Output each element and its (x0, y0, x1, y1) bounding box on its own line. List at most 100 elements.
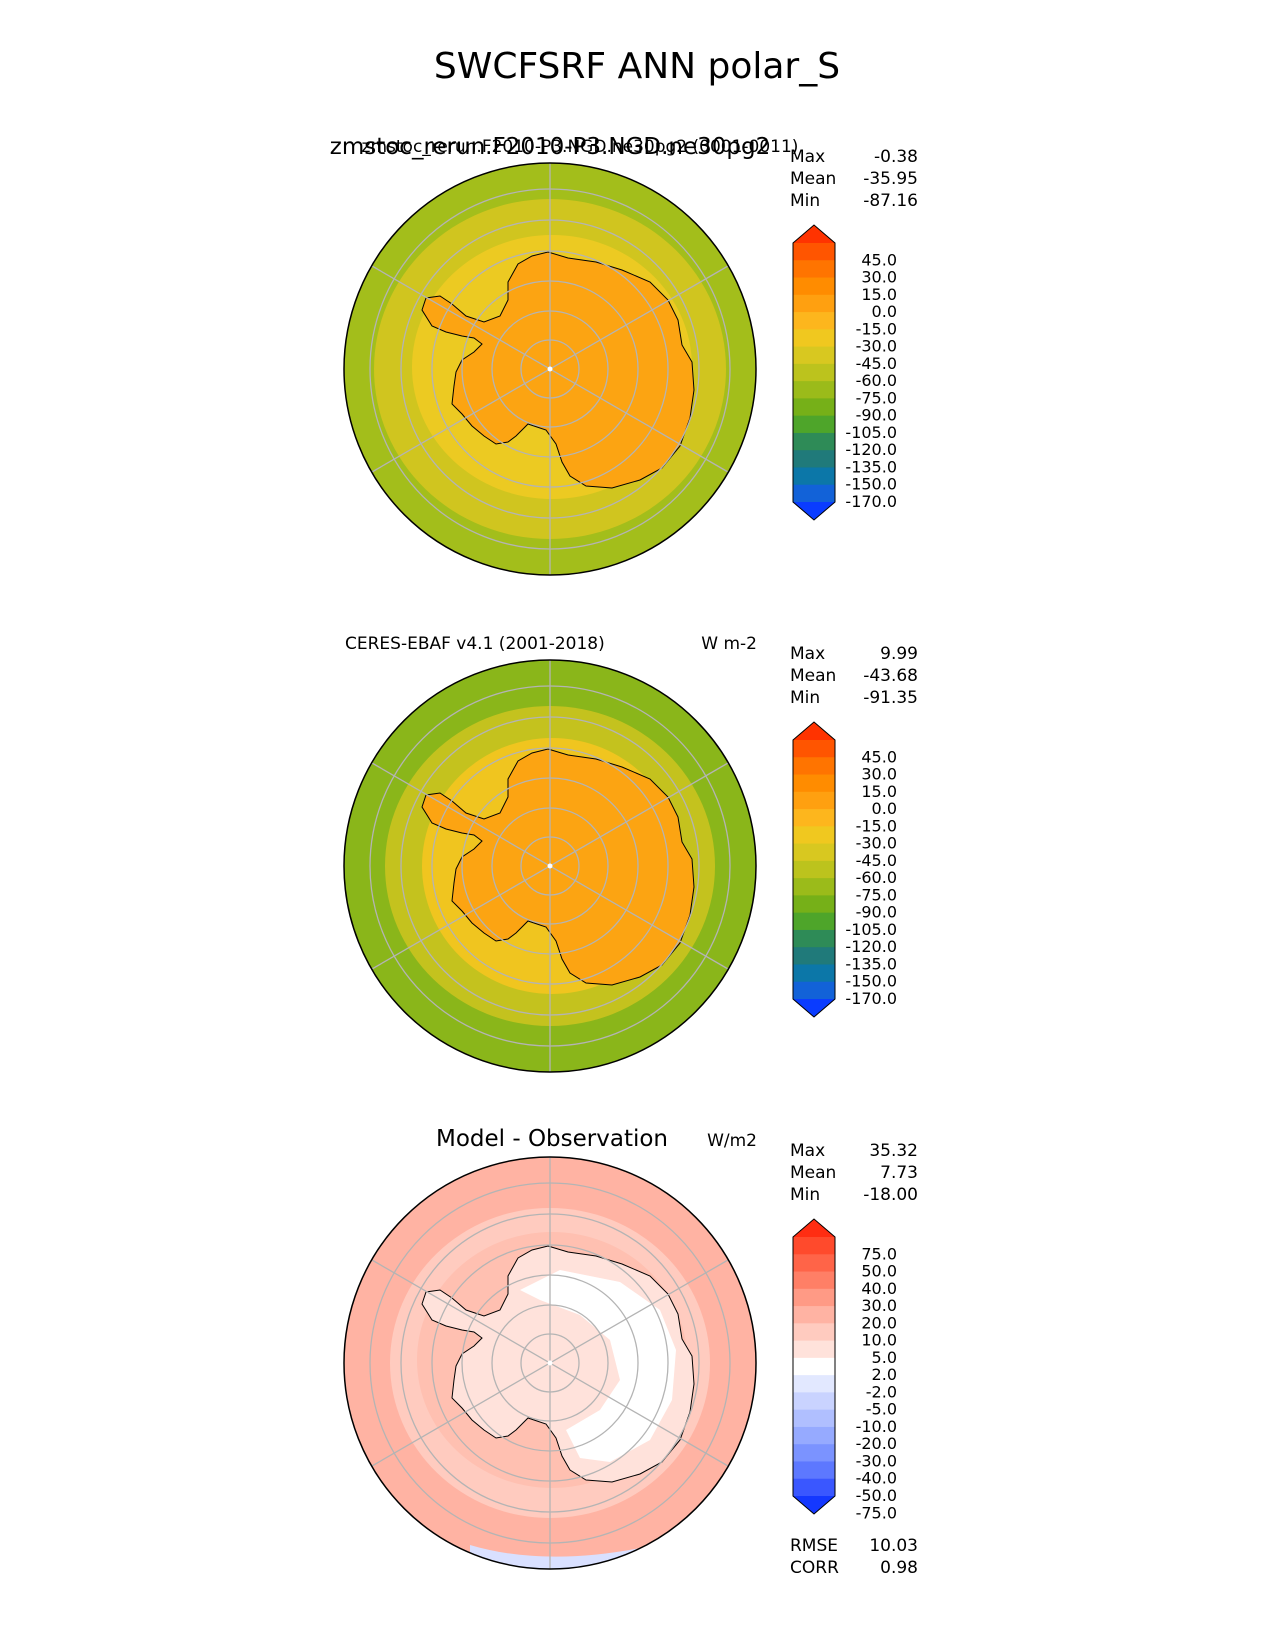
colorbar-swatch (793, 1426, 835, 1445)
panel-reference: CERES-EBAF v4.1 (2001-2018) W m-2 Max 9.… (343, 634, 918, 1073)
stat-max-value: 35.32 (869, 1141, 918, 1161)
stat-corr-value: 0.98 (880, 1558, 918, 1578)
colorbar-tick-label: -170.0 (845, 492, 897, 511)
colorbar-tick-label: -75.0 (856, 388, 897, 407)
colorbar-tick-label: -30.0 (856, 834, 897, 853)
colorbar-tick-label: -135.0 (845, 954, 897, 973)
colorbar-tick-label: -150.0 (845, 972, 897, 991)
colorbar-tick-label: 45.0 (861, 747, 897, 766)
colorbar-extend-max (793, 1219, 835, 1237)
colorbar-extend-max (793, 225, 835, 243)
colorbar-tick-label: -105.0 (845, 423, 897, 442)
map-graticule (369, 1157, 731, 1569)
stat-max-value: -0.38 (874, 147, 918, 167)
colorbar-tick-label: -170.0 (845, 989, 897, 1008)
stat-mean-value: -43.68 (863, 666, 918, 686)
panel-difference-units: W/m2 (707, 1131, 757, 1151)
map-outline (343, 162, 757, 576)
colorbar-tick-label: 10.0 (861, 1331, 897, 1350)
colorbar-tick-label: -120.0 (845, 440, 897, 459)
colorbar-tick-label: 5.0 (872, 1348, 897, 1367)
colorbar-test: 45.030.015.00.0-15.0-30.0-45.0-60.0-75.0… (792, 224, 897, 521)
colorbar-tick-label: -20.0 (856, 1434, 897, 1453)
colorbar-tick-label: -40.0 (856, 1469, 897, 1488)
colorbar-swatch (793, 294, 835, 313)
colorbar-extend-min (793, 1496, 835, 1514)
stat-min-label: Min (790, 191, 820, 211)
colorbar-swatch (793, 843, 835, 862)
colorbar-swatch (793, 398, 835, 417)
colorbar-swatch (793, 912, 835, 931)
south-pole-marker (547, 366, 553, 372)
colorbar-swatch (793, 791, 835, 810)
stat-rmse-label: RMSE (790, 1536, 838, 1556)
colorbar-swatch (793, 809, 835, 827)
colorbar-swatch (793, 243, 835, 261)
colorbar-swatch (793, 1237, 835, 1255)
stat-max-label: Max (790, 644, 825, 664)
colorbar-swatch (793, 432, 835, 451)
colorbar-tick-label: 50.0 (861, 1262, 897, 1281)
stat-max-label: Max (790, 147, 825, 167)
colorbar-swatch (793, 1444, 835, 1463)
colorbar-tick-label: 45.0 (861, 250, 897, 269)
colorbar-difference: 75.050.040.030.020.010.05.02.0-2.0-5.0-1… (792, 1218, 897, 1522)
colorbar-tick-label: -75.0 (856, 1503, 897, 1522)
colorbar-swatch (793, 757, 835, 776)
panel-test-subtitle: zmstoc_rerun.F2010-P3.NGD.ne30pg2 (0001-… (362, 137, 799, 157)
map-outline (343, 1156, 757, 1570)
colorbar-swatch (793, 415, 835, 434)
stat-mean-value: 7.73 (880, 1163, 918, 1183)
colorbar-tick-label: 15.0 (861, 285, 897, 304)
colorbar-extend-min (793, 502, 835, 520)
colorbar-tick-label: 20.0 (861, 1313, 897, 1332)
stat-min-value: -87.16 (863, 191, 918, 211)
colorbar-swatch (793, 260, 835, 279)
colorbar-tick-label: -135.0 (845, 457, 897, 476)
colorbar-swatch (793, 878, 835, 896)
colorbar-tick-label: 30.0 (861, 268, 897, 287)
stat-mean-label: Mean (790, 169, 836, 189)
panel-difference-title: Model - Observation (436, 1126, 668, 1152)
colorbar-tick-label: -60.0 (856, 371, 897, 390)
colorbar-swatch (793, 1478, 835, 1497)
south-pole-marker (547, 1360, 553, 1366)
colorbar-tick-label: 40.0 (861, 1279, 897, 1298)
colorbar-swatch (793, 1340, 835, 1359)
stat-mean-label: Mean (790, 666, 836, 686)
colorbar-reference: 45.030.015.00.0-15.0-30.0-45.0-60.0-75.0… (792, 721, 897, 1018)
stat-mean-label: Mean (790, 1163, 836, 1183)
colorbar-swatch (793, 1288, 835, 1307)
colorbar-swatch (793, 740, 835, 758)
colorbar-outline (792, 224, 836, 521)
colorbar-tick-label: -10.0 (856, 1417, 897, 1436)
colorbar-tick-label: -15.0 (856, 816, 897, 835)
colorbar-swatch (793, 981, 835, 1000)
colorbar-swatch (793, 774, 835, 793)
colorbar-swatch (793, 277, 835, 296)
colorbar-swatch (793, 346, 835, 365)
colorbar-swatch (793, 484, 835, 503)
colorbar-swatch (793, 1375, 835, 1393)
colorbar-swatch (793, 450, 835, 469)
colorbar-tick-label: -5.0 (866, 1400, 897, 1419)
colorbar-tick-label: -45.0 (856, 851, 897, 870)
panel-difference-stats: Max 35.32 Mean 7.73 Min -18.00 (790, 1141, 918, 1205)
colorbar-tick-label: -45.0 (856, 354, 897, 373)
colorbar-swatch (793, 1271, 835, 1290)
colorbar-outline (792, 1218, 836, 1515)
stat-min-value: -91.35 (863, 688, 918, 708)
colorbar-swatch (793, 467, 835, 486)
colorbar-tick-label: 30.0 (861, 765, 897, 784)
colorbar-tick-label: -75.0 (856, 885, 897, 904)
colorbar-swatch (793, 381, 835, 399)
colorbar-tick-label: -50.0 (856, 1486, 897, 1505)
panel-reference-title: CERES-EBAF v4.1 (2001-2018) (345, 634, 605, 654)
colorbar-tick-label: -15.0 (856, 319, 897, 338)
colorbar-tick-label: 75.0 (861, 1244, 897, 1263)
colorbar-swatch (793, 312, 835, 330)
stat-max-value: 9.99 (880, 644, 918, 664)
panel-difference: Model - Observation W/m2 Max 35.32 (343, 1126, 918, 1578)
colorbar-extend-max (793, 722, 835, 740)
panel-reference-stats: Max 9.99 Mean -43.68 Min -91.35 (790, 644, 918, 708)
